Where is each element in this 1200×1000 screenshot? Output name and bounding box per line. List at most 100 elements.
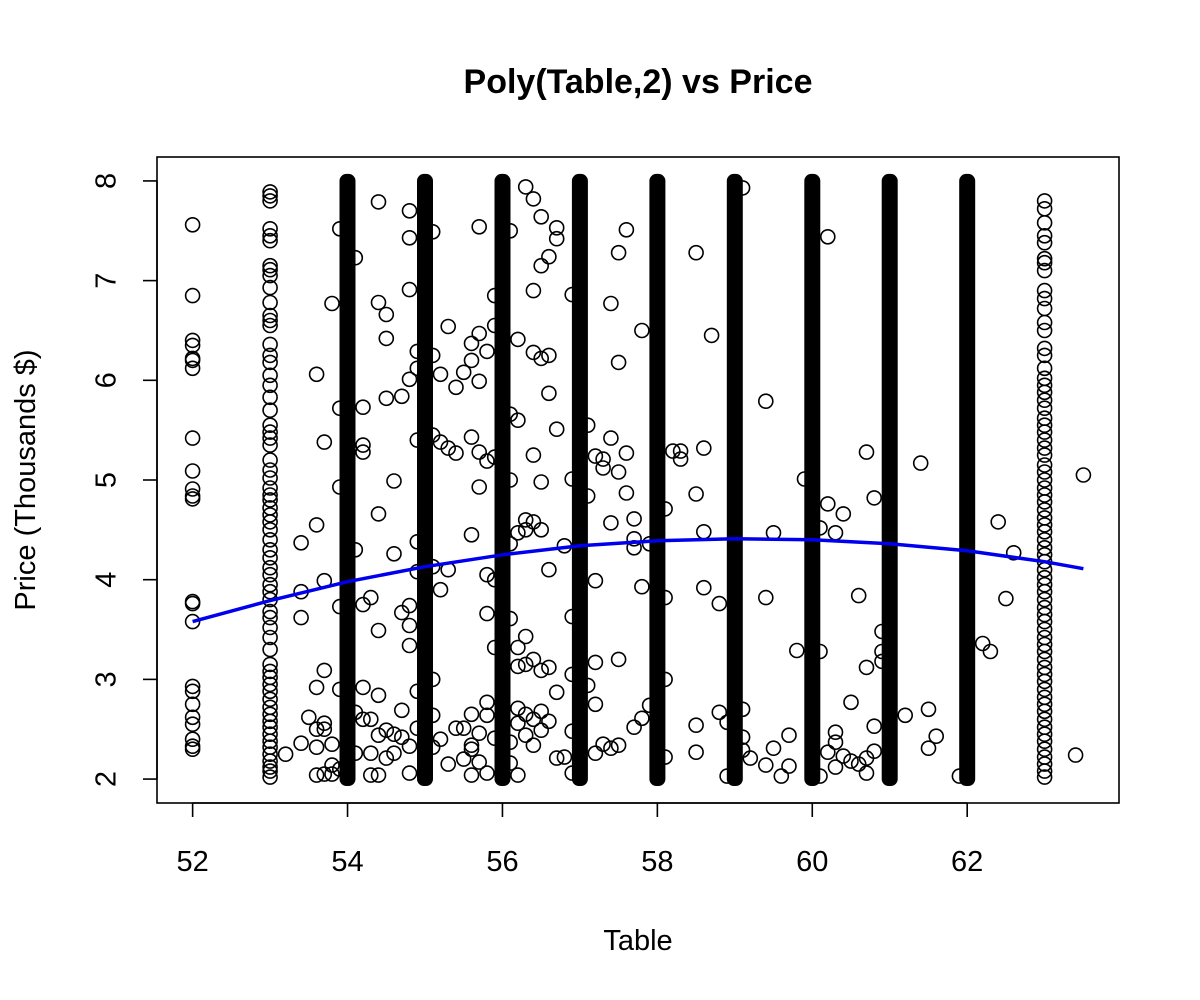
- data-point: [463, 767, 480, 783]
- data-point: [548, 421, 565, 438]
- data-point: [866, 718, 883, 735]
- data-point: [262, 480, 278, 496]
- data-point: [548, 750, 565, 766]
- data-point: [587, 696, 604, 713]
- x-axis-label: Table: [603, 925, 672, 957]
- data-point: [1036, 681, 1053, 698]
- data-point: [401, 371, 418, 388]
- data-point: [184, 709, 201, 726]
- data-point: [262, 683, 278, 700]
- data-point: [262, 184, 278, 200]
- data-point: [618, 445, 635, 461]
- data-point: [1036, 250, 1053, 267]
- data-point: [262, 492, 278, 508]
- data-point: [928, 728, 945, 745]
- data-point: [858, 444, 875, 460]
- data-point: [362, 589, 379, 606]
- x-tick-label: 54: [331, 846, 363, 878]
- data-point: [262, 307, 278, 324]
- data-point: [316, 434, 333, 450]
- dense-point-column: [494, 173, 511, 786]
- data-point: [448, 445, 464, 461]
- data-point: [262, 663, 278, 680]
- data-point: [184, 337, 201, 354]
- data-point: [1036, 392, 1053, 409]
- data-point: [262, 417, 278, 434]
- data-point: [703, 327, 720, 344]
- data-point: [556, 749, 573, 765]
- data-point: [525, 737, 542, 754]
- data-point: [463, 737, 480, 754]
- data-point: [1036, 636, 1053, 653]
- data-point: [533, 257, 550, 274]
- data-point: [401, 230, 418, 246]
- data-point: [517, 727, 534, 744]
- data-point: [455, 751, 472, 767]
- data-point: [362, 745, 379, 762]
- data-point: [866, 743, 883, 760]
- data-point: [262, 267, 278, 284]
- data-point: [781, 727, 797, 744]
- data-point: [448, 379, 464, 396]
- data-point: [1036, 322, 1053, 339]
- dense-point-column: [339, 173, 356, 786]
- data-point: [370, 506, 387, 522]
- data-point: [533, 350, 550, 367]
- data-point: [533, 521, 550, 538]
- data-point: [378, 390, 395, 407]
- data-point: [262, 726, 278, 743]
- dense-columns-layer: [339, 173, 976, 786]
- x-tick-label: 60: [796, 846, 828, 878]
- dense-column-fill: [649, 173, 666, 786]
- data-point: [533, 703, 550, 720]
- data-point: [184, 463, 201, 479]
- data-point: [1036, 726, 1053, 743]
- data-point: [1036, 733, 1053, 750]
- data-point: [471, 754, 488, 770]
- data-point: [1005, 544, 1022, 561]
- data-point: [184, 491, 201, 507]
- data-point: [1036, 384, 1053, 401]
- data-point: [525, 344, 542, 361]
- data-point: [920, 740, 937, 757]
- data-point: [618, 485, 635, 501]
- dense-column-fill: [494, 173, 511, 786]
- data-point: [827, 724, 844, 741]
- data-point: [262, 437, 278, 453]
- data-point: [1036, 424, 1053, 440]
- data-point: [541, 713, 557, 730]
- data-point: [517, 656, 534, 673]
- data-point: [184, 430, 201, 446]
- data-point: [1036, 606, 1053, 623]
- data-point: [757, 393, 774, 410]
- data-point: [262, 619, 278, 636]
- data-point: [688, 744, 704, 761]
- dense-point-column: [571, 173, 588, 786]
- data-point: [634, 710, 650, 727]
- y-tick-label: 5: [91, 472, 123, 488]
- data-point: [393, 702, 410, 719]
- data-point: [262, 257, 278, 274]
- data-point: [634, 322, 650, 339]
- data-point: [1036, 417, 1053, 434]
- data-point: [479, 566, 495, 583]
- data-point: [370, 622, 387, 639]
- data-point: [510, 700, 526, 717]
- data-point: [262, 759, 278, 775]
- dense-point-column: [649, 173, 666, 786]
- data-point: [1036, 763, 1053, 779]
- data-point: [471, 373, 488, 390]
- data-point: [262, 367, 278, 384]
- data-point: [262, 549, 278, 566]
- data-point: [1036, 254, 1053, 271]
- data-point: [262, 753, 278, 769]
- data-point: [378, 722, 395, 739]
- data-point: [1036, 300, 1053, 317]
- data-point: [262, 656, 278, 673]
- data-point: [184, 683, 201, 700]
- dense-point-column: [959, 173, 976, 786]
- data-point: [672, 451, 689, 467]
- data-point: [355, 711, 371, 728]
- data-point: [262, 559, 278, 576]
